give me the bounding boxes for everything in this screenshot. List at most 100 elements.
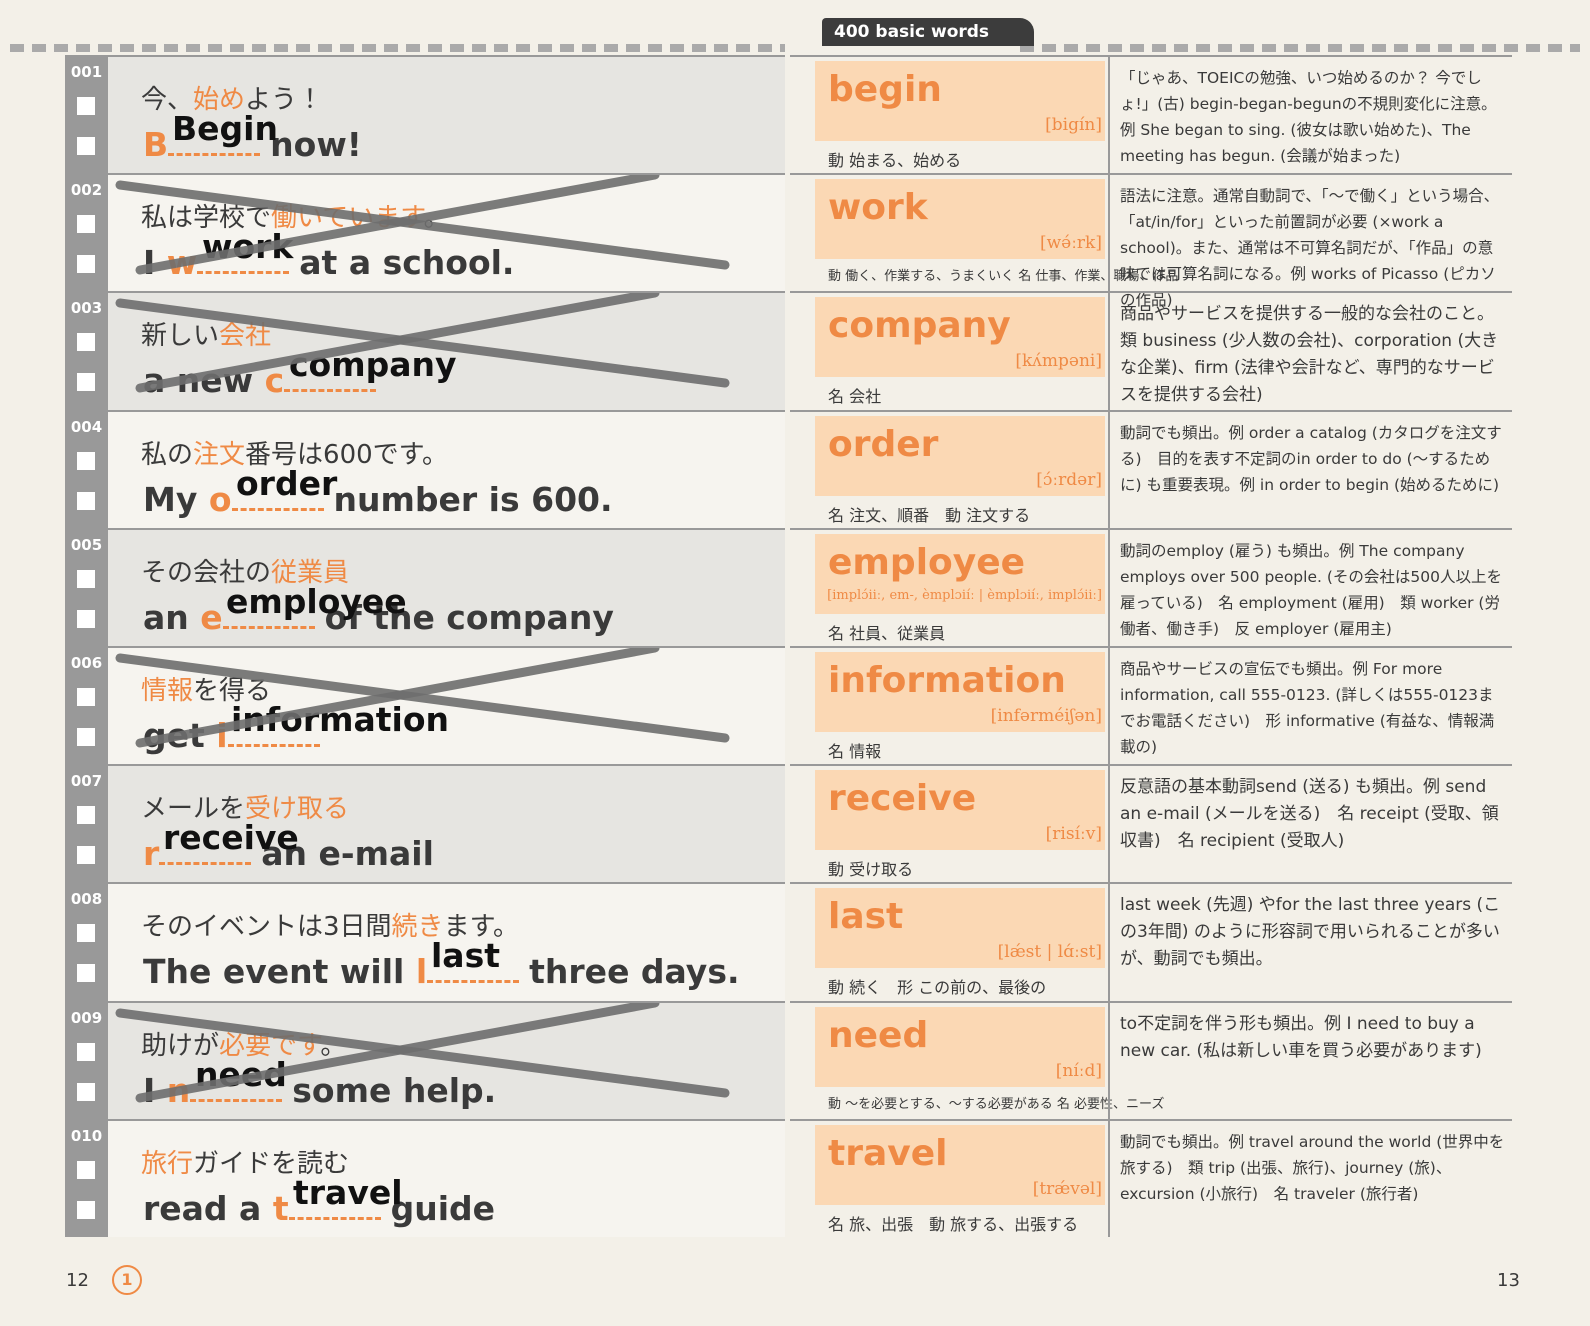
word-box — [815, 415, 1105, 496]
checkbox — [77, 924, 95, 943]
headword: last — [828, 896, 904, 938]
checkbox — [77, 964, 95, 983]
english: read a t guide — [143, 1189, 495, 1228]
row-number: 008 — [65, 884, 108, 1001]
notes: last week (先週) やfor the last three years… — [1120, 895, 1501, 970]
pronunciation: [kʌ́mpəni] — [1015, 351, 1102, 372]
pronunciation: [implɔ́iiː, em-, èmplɔiíː | èmplɔiíː, im… — [827, 587, 1102, 603]
part-of-speech: 動 続く 形 この前の、最後の — [828, 978, 1047, 998]
handwritten-answer: travel — [293, 1172, 403, 1212]
checkbox — [77, 806, 95, 825]
word-entry: need [níːd] 動 〜を必要とする、〜する必要がある 名 必要性、ニーズ to… — [790, 1000, 1512, 1119]
notes: 語法に注意。通常自動詞で、「〜で働く」という場合、「at/in/for」といった… — [1120, 187, 1500, 310]
handwritten-answer: employee — [226, 581, 407, 621]
row-number: 006 — [65, 648, 108, 765]
blank — [168, 129, 261, 156]
notes: 動詞のemploy (雇う) も頻出。例 The company employs… — [1120, 541, 1502, 638]
checkbox — [77, 569, 95, 588]
handwritten-answer: receive — [163, 818, 299, 858]
english: an e of the company — [143, 598, 614, 637]
headword: receive — [828, 778, 977, 820]
number-label: 006 — [70, 654, 103, 672]
notes: to不定詞を伴う形も頻出。例 I need to buy a new car. … — [1120, 1013, 1482, 1061]
page-number: 13 — [1497, 1270, 1520, 1291]
number-label: 001 — [70, 63, 103, 81]
word-entry: order [ɔ́ːrdər] 名 注文、順番 動 注文する 動詞でも頻出。例 ord… — [790, 409, 1512, 528]
word-box — [815, 888, 1105, 969]
sentence-row: 002私は学校で働いています。I wat a school.work — [65, 173, 785, 292]
page-number: 12 — [66, 1270, 89, 1291]
number-label: 002 — [70, 181, 103, 200]
checkbox — [77, 1160, 95, 1179]
pronunciation: [níːd] — [1055, 1060, 1102, 1081]
japanese: 今、始めよう！ — [141, 79, 323, 116]
ja-part: 私の — [141, 439, 194, 470]
word-entry: company [kʌ́mpəni] 名 会社 商品やサービスを提供する一般的な会社の… — [790, 291, 1512, 409]
ja-part: 私は学校で — [141, 203, 272, 234]
number-label: 009 — [70, 1008, 103, 1027]
japanese: そのイベントは3日間続きます。 — [141, 906, 519, 943]
handwritten-answer: last — [431, 936, 500, 976]
pronunciation: [risíːv] — [1045, 824, 1102, 845]
checkbox — [77, 215, 95, 234]
blank — [190, 1075, 283, 1102]
blank — [288, 1193, 381, 1220]
row-number: 001 — [65, 57, 108, 174]
number-label: 007 — [70, 772, 103, 791]
part-of-speech: 動 働く、作業する、うまくいく 名 仕事、作業、職場、作品 — [828, 269, 1179, 285]
word-box — [815, 770, 1105, 851]
cross-out — [115, 1002, 730, 1103]
en-lead: The event will — [143, 952, 405, 992]
headword: company — [828, 305, 1011, 347]
pronunciation: [trǽvəl] — [1032, 1178, 1102, 1199]
word-box — [815, 1006, 1105, 1087]
notes: 商品やサービスを提供する一般的な会社のこと。類 business (少人数の会社… — [1120, 304, 1499, 406]
headword: work — [828, 187, 928, 229]
english: My o number is 600. — [143, 480, 613, 519]
pronunciation: [wə́ːrk] — [1039, 233, 1102, 254]
word-entry: work [wə́ːrk] 動 働く、作業する、うまくいく 名 仕事、作業、職場、作… — [790, 173, 1512, 309]
ja-part: 注文 — [193, 439, 246, 470]
ja-part: そのイベントは3日間 — [141, 912, 392, 943]
pronunciation: [bigín] — [1045, 115, 1102, 135]
checkbox — [77, 255, 95, 274]
blank — [231, 484, 324, 511]
en-tail: guide — [390, 1188, 496, 1228]
row-number: 007 — [65, 766, 108, 883]
ja-part: ガイドを読む — [193, 1148, 350, 1179]
pronunciation: [lǽst | lɑ́ːst] — [997, 942, 1102, 963]
top-rule — [1020, 44, 1580, 52]
japanese: メールを受け取る — [141, 788, 349, 825]
checkbox — [77, 728, 95, 746]
checkbox — [77, 451, 95, 470]
ja-part: 番号は600です。 — [245, 439, 449, 470]
ja-part: を得る — [193, 676, 272, 706]
sentence-row: 004 私の注文番号は600です。 My o number is 600. order — [65, 409, 785, 528]
row-number: 004 — [65, 411, 108, 528]
stroke — [115, 1008, 730, 1098]
part-of-speech: 名 旅、出張 動 旅する、出張する — [828, 1214, 1079, 1234]
ja-part: 受け取る — [245, 794, 350, 825]
ja-part: 助けが — [141, 1030, 220, 1061]
blank — [284, 365, 377, 393]
part-of-speech: 動 〜を必要とする、〜する必要がある 名 必要性、ニーズ — [828, 1096, 1165, 1112]
ja-part: 今、 — [141, 85, 194, 115]
row-number: 005 — [65, 529, 108, 646]
part-of-speech: 動 始まる、始める — [828, 151, 962, 170]
ja-part: 情報 — [141, 676, 194, 706]
en-tail: some help. — [292, 1070, 497, 1110]
row-number: 002 — [65, 175, 108, 292]
number-label: 005 — [70, 535, 103, 554]
blank — [197, 247, 290, 275]
headword: order — [828, 423, 939, 465]
pronunciation: [ɔ́ːrdər] — [1036, 469, 1102, 490]
japanese: 私の注文番号は600です。 — [141, 434, 448, 471]
word-entry: begin [bigín] 動 始まる、始める 「じゃあ、TOEICの勉強、いつ始める… — [790, 55, 1512, 173]
part-of-speech: 動 受け取る — [828, 860, 914, 880]
en-initial: o — [208, 479, 232, 519]
word-entry: employee [implɔ́iiː, em-, èmplɔiíː | èmpl… — [790, 527, 1512, 646]
number-label: 008 — [70, 890, 103, 909]
word-box — [815, 1124, 1105, 1205]
blank — [159, 838, 252, 866]
